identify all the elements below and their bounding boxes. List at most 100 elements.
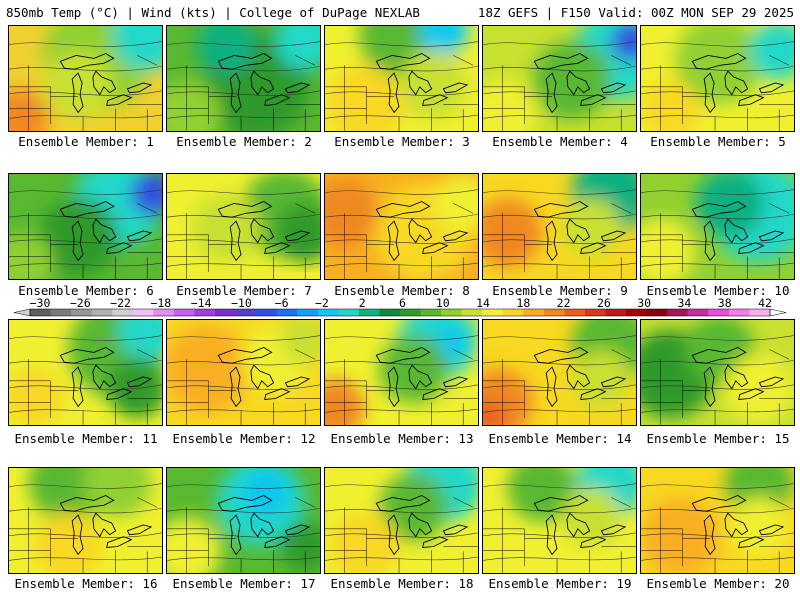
- ensemble-member-label: Ensemble Member: 3: [334, 134, 470, 149]
- state-borders: [641, 55, 794, 131]
- temperature-region: [641, 79, 701, 131]
- wind-contour: [9, 483, 162, 489]
- colorbar-tick-label: 38: [717, 296, 732, 310]
- colorbar-swatch: [173, 309, 195, 316]
- colorbar-tick-label: −2: [315, 296, 329, 310]
- wind-contour: [325, 483, 478, 489]
- temperature-field-map: [167, 468, 320, 573]
- ensemble-member-label: Ensemble Member: 16: [14, 576, 158, 591]
- temperature-region: [724, 354, 794, 424]
- state-borders: [325, 203, 478, 279]
- wind-contour: [167, 41, 320, 47]
- temperature-field-map: [483, 320, 636, 425]
- colorbar-tick-label: 30: [637, 296, 652, 310]
- colorbar-max-arrow: [769, 308, 787, 317]
- wind-contour: [9, 507, 162, 514]
- wind-contour: [483, 189, 636, 195]
- state-borders: [167, 349, 320, 425]
- ensemble-member-label: Ensemble Member: 20: [646, 576, 790, 591]
- colorbar-tick-label: 42: [758, 296, 772, 310]
- state-borders: [483, 55, 636, 131]
- temperature-region: [280, 320, 320, 365]
- colorbar-swatch: [667, 309, 689, 316]
- wind-contour: [325, 408, 478, 413]
- colorbar-swatch: [50, 309, 72, 316]
- colorbar-swatch: [235, 309, 257, 316]
- colorbar-tick-label: 2: [358, 296, 366, 310]
- ensemble-map-panel: [166, 467, 321, 574]
- ensemble-map-panel: [8, 25, 163, 132]
- wind-contour: [325, 189, 478, 195]
- colorbar-swatch: [482, 309, 504, 316]
- temperature-region: [275, 26, 320, 71]
- temperature-field-map: [641, 174, 794, 279]
- temperature-region: [561, 198, 622, 258]
- colorbar-tick-label: −14: [190, 296, 212, 310]
- temperature-field-map: [325, 468, 478, 573]
- colorbar-swatch: [687, 309, 709, 316]
- wind-contour: [641, 335, 794, 341]
- temperature-region: [611, 26, 636, 61]
- ensemble-map-panel: [324, 173, 479, 280]
- colorbar-tick-label: 22: [556, 296, 571, 310]
- temperature-region: [641, 497, 720, 573]
- state-borders: [483, 203, 636, 279]
- temperature-region: [43, 50, 113, 120]
- ensemble-member-label: Ensemble Member: 7: [176, 283, 312, 298]
- colorbar-swatch: [646, 309, 668, 316]
- colorbar-swatch: [91, 309, 113, 316]
- colorbar-swatch: [626, 309, 648, 316]
- wind-contour: [167, 114, 320, 119]
- wind-contour: [641, 114, 794, 119]
- temperature-region: [167, 324, 251, 414]
- temperature-region: [507, 468, 577, 522]
- wind-contour: [325, 556, 478, 561]
- state-borders: [167, 497, 320, 573]
- wind-contour: [641, 359, 794, 366]
- wind-contour: [483, 556, 636, 561]
- colorbar-swatch: [708, 309, 730, 316]
- temperature-region: [749, 26, 794, 80]
- temperature-region: [130, 174, 162, 216]
- ensemble-map-panel: [482, 25, 637, 132]
- colorbar-swatch: [543, 309, 565, 316]
- state-borders: [641, 203, 794, 279]
- temperature-field-map: [167, 174, 320, 279]
- wind-contour: [325, 335, 478, 341]
- ensemble-member-label: Ensemble Member: 9: [492, 283, 628, 298]
- wind-contour: [483, 408, 636, 413]
- colorbar-swatch: [71, 309, 93, 316]
- ensemble-member-label: Ensemble Member: 4: [492, 134, 628, 149]
- wind-contour: [641, 556, 794, 561]
- temperature-region: [695, 174, 765, 238]
- colorbar-swatch: [256, 309, 278, 316]
- colorbar-tick-label: −26: [69, 296, 91, 310]
- colorbar-swatch: [605, 309, 627, 316]
- temperature-field-map: [9, 174, 162, 279]
- great-lakes-outline: [533, 494, 627, 556]
- temperature-region: [325, 178, 380, 248]
- great-lakes-outline: [59, 346, 153, 408]
- wind-contour: [641, 41, 794, 47]
- colorbar-tick-label: −6: [274, 296, 289, 310]
- wind-contour: [325, 507, 478, 514]
- great-lakes-outline: [691, 200, 785, 262]
- state-borders: [9, 497, 162, 573]
- ensemble-map-panel: [324, 319, 479, 426]
- great-lakes-outline: [375, 200, 469, 262]
- wind-contour: [641, 65, 794, 72]
- colorbar-swatch: [297, 309, 319, 316]
- wind-contour: [483, 65, 636, 72]
- state-borders: [325, 497, 478, 573]
- colorbar-swatch: [400, 309, 422, 316]
- colorbar-tick-label: −18: [150, 296, 172, 310]
- ensemble-map-panel: [640, 173, 795, 280]
- ensemble-member-label: Ensemble Member: 6: [18, 283, 154, 298]
- wind-contour: [641, 262, 794, 267]
- wind-contour: [641, 483, 794, 489]
- state-borders: [641, 497, 794, 573]
- temperature-field-map: [325, 174, 478, 279]
- great-lakes-outline: [691, 52, 785, 114]
- temperature-field-map: [9, 26, 162, 131]
- great-lakes-outline: [375, 494, 469, 556]
